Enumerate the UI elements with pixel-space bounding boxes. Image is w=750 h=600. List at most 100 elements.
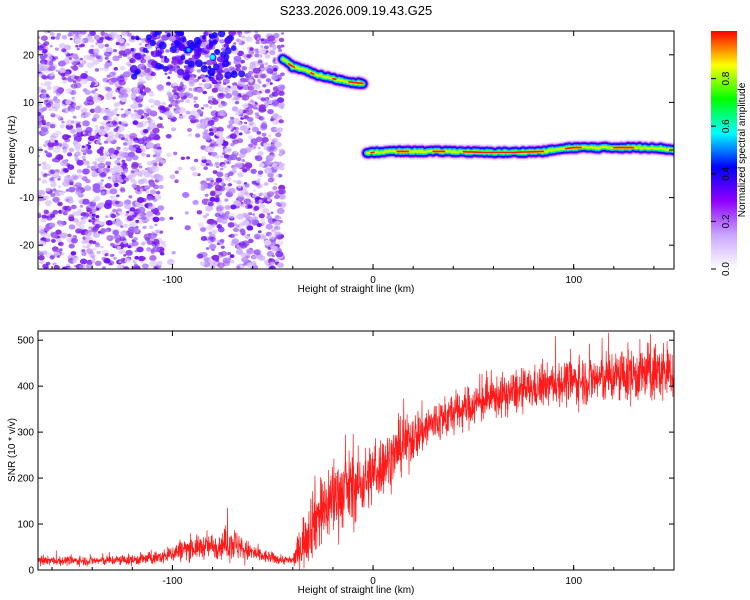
noise-point bbox=[200, 49, 208, 56]
noise-point bbox=[196, 69, 201, 73]
noise-point bbox=[98, 129, 106, 136]
noise-point bbox=[252, 189, 256, 193]
noise-point bbox=[58, 242, 62, 245]
noise-point bbox=[73, 133, 78, 138]
noise-point bbox=[60, 160, 68, 167]
noise-point bbox=[75, 143, 80, 148]
noise-point bbox=[249, 122, 254, 126]
noise-point bbox=[220, 245, 225, 249]
noise-point bbox=[118, 54, 123, 59]
noise-point bbox=[273, 220, 282, 227]
noise-point bbox=[127, 151, 136, 158]
noise-point bbox=[256, 131, 262, 135]
dense-noise-point bbox=[158, 41, 167, 50]
noise-point bbox=[42, 65, 47, 68]
noise-point bbox=[68, 224, 76, 230]
noise-point bbox=[262, 235, 266, 239]
noise-point bbox=[142, 60, 146, 63]
noise-point bbox=[134, 112, 139, 115]
noise-point bbox=[131, 92, 137, 97]
noise-point bbox=[118, 151, 126, 158]
noise-point bbox=[174, 179, 179, 183]
noise-point bbox=[105, 229, 110, 233]
noise-point bbox=[112, 208, 117, 213]
noise-point bbox=[234, 163, 240, 168]
noise-point bbox=[50, 238, 57, 243]
noise-point bbox=[69, 108, 75, 113]
noise-point bbox=[53, 147, 61, 154]
noise-point bbox=[130, 113, 135, 117]
noise-point bbox=[71, 204, 77, 210]
noise-point bbox=[250, 168, 257, 174]
noise-point bbox=[274, 127, 278, 130]
figure-title: S233.2026.009.19.43.G25 bbox=[280, 3, 433, 18]
noise-point bbox=[63, 205, 72, 212]
noise-point bbox=[50, 182, 57, 188]
noise-point bbox=[256, 223, 262, 228]
noise-point bbox=[124, 177, 130, 182]
noise-point bbox=[271, 43, 277, 48]
noise-point bbox=[248, 212, 253, 216]
noise-point bbox=[50, 231, 56, 237]
noise-point bbox=[67, 33, 72, 37]
noise-point bbox=[231, 98, 235, 101]
noise-point bbox=[115, 34, 122, 40]
noise-point bbox=[260, 38, 268, 45]
noise-point bbox=[214, 184, 223, 192]
noise-point bbox=[78, 38, 85, 44]
noise-point bbox=[235, 248, 243, 255]
noise-point bbox=[247, 204, 253, 209]
noise-point bbox=[43, 41, 50, 46]
noise-point bbox=[49, 222, 56, 228]
noise-point bbox=[75, 182, 82, 188]
noise-point bbox=[167, 258, 175, 266]
noise-point bbox=[166, 64, 174, 70]
noise-point bbox=[62, 180, 70, 187]
noise-point bbox=[142, 263, 149, 269]
noise-point bbox=[38, 73, 42, 78]
noise-point bbox=[278, 119, 284, 124]
noise-point bbox=[168, 104, 173, 108]
noise-point bbox=[125, 133, 131, 139]
dense-noise-point bbox=[178, 43, 185, 50]
noise-point bbox=[266, 146, 275, 153]
noise-point bbox=[65, 99, 72, 105]
noise-point bbox=[133, 237, 138, 241]
noise-point bbox=[241, 256, 249, 263]
noise-point bbox=[267, 177, 274, 183]
noise-point bbox=[248, 79, 254, 83]
noise-point bbox=[90, 202, 96, 208]
noise-point bbox=[118, 133, 125, 140]
noise-point bbox=[279, 162, 285, 168]
dense-noise-point bbox=[217, 31, 226, 38]
noise-point bbox=[136, 197, 145, 203]
noise-point bbox=[71, 237, 78, 244]
noise-point bbox=[66, 134, 70, 138]
noise-point bbox=[94, 163, 98, 167]
noise-point bbox=[68, 243, 75, 249]
noise-point bbox=[86, 208, 92, 213]
noise-point bbox=[127, 226, 136, 233]
noise-point bbox=[78, 34, 83, 38]
noise-point bbox=[99, 125, 105, 130]
noise-point bbox=[46, 81, 52, 86]
noise-point bbox=[119, 236, 126, 242]
noise-point bbox=[232, 139, 239, 145]
noise-point bbox=[188, 81, 195, 87]
noise-point bbox=[80, 31, 87, 35]
noise-point bbox=[211, 229, 218, 234]
noise-point bbox=[252, 67, 261, 74]
noise-point bbox=[112, 96, 116, 100]
noise-point bbox=[137, 178, 145, 185]
noise-point bbox=[75, 221, 82, 227]
noise-point bbox=[256, 91, 262, 96]
noise-point bbox=[104, 252, 109, 257]
noise-point bbox=[152, 154, 157, 158]
noise-point bbox=[239, 33, 243, 36]
noise-point bbox=[71, 98, 76, 103]
dense-noise-point bbox=[208, 39, 212, 43]
noise-point bbox=[275, 132, 282, 138]
noise-point bbox=[261, 136, 269, 143]
noise-point bbox=[178, 115, 184, 119]
